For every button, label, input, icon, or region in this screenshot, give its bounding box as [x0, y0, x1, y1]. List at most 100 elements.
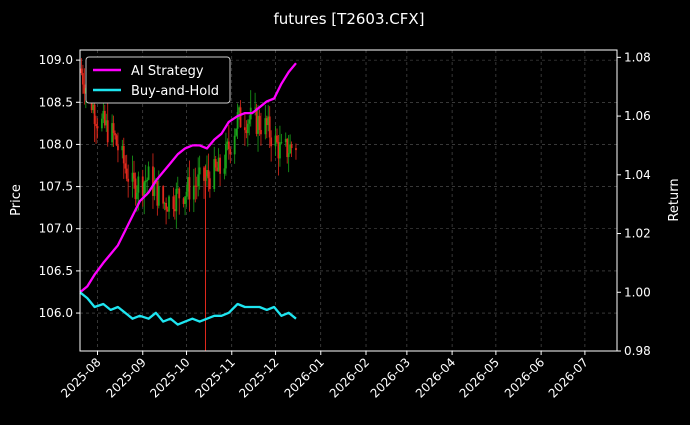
- series-line-ai-strategy: [79, 62, 297, 294]
- y-left-tick-label: 108.0: [39, 137, 73, 151]
- candle-body: [257, 115, 259, 134]
- candle-body: [185, 191, 188, 197]
- candle-body: [96, 126, 99, 129]
- candle-body: [207, 169, 210, 179]
- candle-body: [146, 179, 149, 181]
- candle-body: [136, 192, 138, 200]
- candle-body: [264, 118, 267, 135]
- y-left-tick-label: 108.5: [39, 95, 73, 109]
- candle-body: [287, 153, 290, 158]
- candle-body: [92, 104, 95, 111]
- candle-body: [270, 137, 273, 147]
- candle-body: [295, 148, 297, 151]
- candle-body: [223, 168, 226, 174]
- candle-layer: [80, 58, 297, 351]
- candle-body: [219, 157, 221, 174]
- candle-body: [265, 118, 268, 126]
- candle-body: [267, 116, 270, 126]
- candle-body: [112, 123, 115, 133]
- candle-body: [245, 130, 248, 134]
- candle-body: [173, 209, 176, 212]
- candle-body: [125, 168, 128, 179]
- candle-body: [290, 144, 293, 149]
- candle-body: [217, 157, 220, 172]
- candle-body: [276, 135, 278, 143]
- series-line-buy-and-hold: [79, 291, 297, 326]
- candle-body: [258, 115, 261, 130]
- candle-body: [187, 177, 189, 192]
- candle-body: [165, 202, 167, 210]
- candle-body: [131, 172, 134, 182]
- y-right-tick-label: 0.98: [624, 344, 651, 358]
- y-left-tick-label: 109.0: [39, 53, 73, 67]
- candle-body: [239, 107, 242, 128]
- plot-area-frame: [79, 49, 618, 352]
- series-layer: [79, 62, 297, 326]
- candle-body: [280, 142, 283, 143]
- candle-body: [143, 182, 146, 196]
- y-right-tick-label: 1.04: [624, 168, 651, 182]
- candle-body: [246, 123, 249, 134]
- candle-body: [279, 142, 281, 159]
- candle-body: [172, 196, 175, 210]
- candle-body: [127, 178, 130, 182]
- candle-body: [144, 180, 147, 183]
- candle-body: [289, 144, 292, 154]
- candle-body: [274, 135, 277, 147]
- candle-body: [176, 188, 179, 190]
- candle-body: [188, 177, 191, 200]
- candle-body: [114, 132, 116, 136]
- candle-body: [203, 167, 205, 181]
- candle-body: [83, 84, 86, 94]
- candle-body: [268, 116, 271, 138]
- candle-body: [184, 196, 186, 204]
- candle-body: [137, 176, 140, 193]
- candle-body: [197, 174, 200, 187]
- candle-body: [277, 142, 280, 159]
- legend-box: [85, 56, 231, 104]
- candle-body: [100, 118, 103, 129]
- y-left-tick-label: 106.5: [39, 264, 73, 278]
- candle-body: [103, 110, 106, 126]
- candle-body: [284, 138, 287, 143]
- candle-body: [175, 188, 178, 212]
- candle-body: [147, 166, 150, 180]
- y-right-tick-label: 1.08: [624, 50, 651, 64]
- candle-body: [153, 183, 156, 196]
- y-axis-left-label: Price: [9, 184, 24, 216]
- candle-body: [80, 68, 83, 74]
- y-right-tick-label: 1.02: [624, 227, 651, 241]
- candle-body: [238, 107, 240, 113]
- candle-body: [152, 166, 154, 196]
- candle-body: [106, 120, 109, 143]
- candle-body: [163, 202, 166, 204]
- candle-body: [227, 141, 230, 150]
- y-right-tick-label: 1.06: [624, 109, 651, 123]
- y-left-tick-label: 107.0: [39, 222, 73, 236]
- candle-body: [105, 120, 108, 126]
- chart-title: futures [T2603.CFX]: [273, 10, 424, 28]
- candle-body: [243, 127, 246, 131]
- candle-body: [260, 129, 262, 135]
- candle-body: [156, 181, 159, 206]
- candle-body: [225, 143, 227, 169]
- candle-body: [162, 186, 165, 204]
- candle-body: [95, 123, 97, 127]
- legend: AI Strategy Buy-and-Hold: [85, 56, 231, 104]
- legend-label-buy-and-hold: Buy-and-Hold: [131, 84, 219, 99]
- y-axis-right-label: Return: [667, 178, 682, 221]
- candle-body: [117, 145, 119, 151]
- candle-body: [134, 178, 137, 200]
- y-left-tick-label: 106.0: [39, 306, 73, 320]
- candle-body: [124, 163, 127, 169]
- candle-body: [82, 73, 84, 85]
- candle-body: [255, 107, 258, 134]
- candle-body: [121, 145, 124, 151]
- candle-body: [182, 198, 185, 204]
- candle-body: [198, 167, 201, 175]
- candle-body: [214, 159, 217, 168]
- candle-body: [286, 138, 289, 158]
- candle-body: [216, 167, 219, 172]
